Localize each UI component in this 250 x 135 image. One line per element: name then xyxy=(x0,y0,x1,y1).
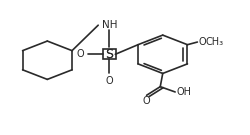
Text: O: O xyxy=(197,37,205,47)
Text: CH₃: CH₃ xyxy=(204,37,222,47)
Text: NH: NH xyxy=(101,20,117,30)
Text: S: S xyxy=(105,48,113,61)
FancyBboxPatch shape xyxy=(102,49,116,59)
Text: O: O xyxy=(105,76,113,86)
Text: S: S xyxy=(105,48,113,61)
Text: OH: OH xyxy=(176,87,190,97)
Text: O: O xyxy=(76,49,84,59)
Text: O: O xyxy=(142,96,150,106)
